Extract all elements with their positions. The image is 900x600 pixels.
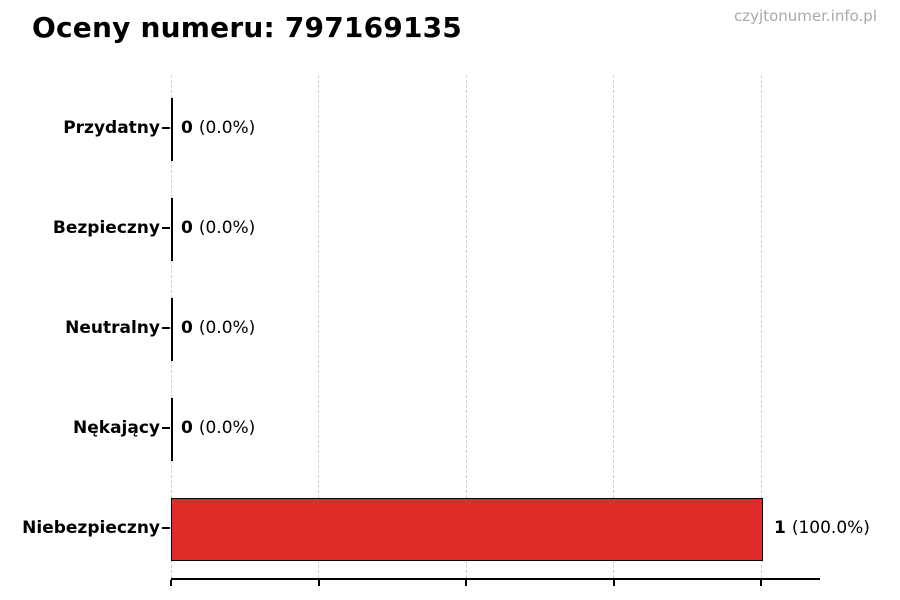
y-tick-mark	[162, 527, 170, 529]
gridline	[465, 75, 467, 578]
y-tick-mark	[162, 227, 170, 229]
watermark-text: czyjtonumer.info.pl	[734, 7, 877, 25]
bar	[171, 197, 173, 261]
bar	[171, 97, 173, 161]
category-label: Bezpieczny	[52, 218, 160, 238]
value-count: 0	[181, 118, 193, 138]
x-tick-mark	[170, 580, 172, 586]
chart-row: Przydatny 0 (0.0%)	[0, 78, 900, 178]
chart-row: Bezpieczny 0 (0.0%)	[0, 178, 900, 278]
y-tick-mark	[162, 327, 170, 329]
value-percent: (0.0%)	[198, 118, 256, 138]
value-count: 0	[181, 218, 193, 238]
gridline	[318, 75, 319, 578]
value-count: 1	[774, 518, 786, 538]
value-percent: (0.0%)	[198, 218, 256, 238]
x-tick-mark	[317, 580, 320, 586]
value-count: 0	[181, 418, 193, 438]
value-label: 0 (0.0%)	[181, 78, 255, 178]
chart-title: Oceny numeru: 797169135	[32, 11, 462, 44]
category-label: Nękający	[73, 418, 160, 438]
x-tick-mark	[612, 580, 615, 586]
value-label: 1 (100.0%)	[774, 478, 870, 578]
category-label: Niebezpieczny	[22, 518, 160, 538]
category-label: Przydatny	[63, 118, 160, 138]
value-percent: (0.0%)	[198, 318, 256, 338]
y-tick-mark	[162, 427, 170, 429]
gridline	[613, 75, 614, 578]
bar	[171, 297, 173, 361]
chart-row: Niebezpieczny 1 (100.0%)	[0, 478, 900, 578]
bar-dangerous	[171, 497, 763, 561]
value-label: 0 (0.0%)	[181, 178, 255, 278]
x-tick-mark	[760, 580, 762, 586]
gridline	[760, 75, 762, 578]
x-tick-mark	[465, 580, 467, 586]
value-label: 0 (0.0%)	[181, 278, 255, 378]
bar	[171, 397, 173, 461]
y-tick-mark	[162, 127, 170, 129]
value-label: 0 (0.0%)	[181, 378, 255, 478]
value-percent: (0.0%)	[198, 418, 256, 438]
value-percent: (100.0%)	[791, 518, 870, 538]
chart-row: Nękający 0 (0.0%)	[0, 378, 900, 478]
category-label: Neutralny	[65, 318, 160, 338]
chart-row: Neutralny 0 (0.0%)	[0, 278, 900, 378]
value-count: 0	[181, 318, 193, 338]
